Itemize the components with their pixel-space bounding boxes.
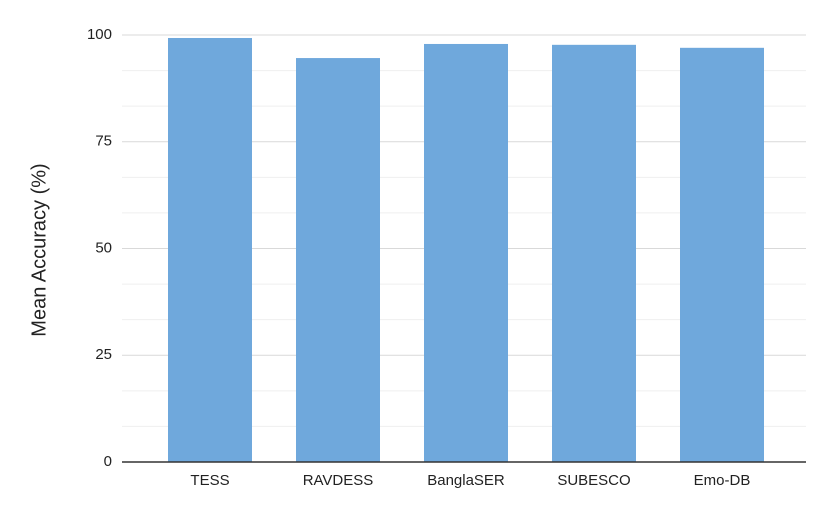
y-tick-label: 50	[95, 239, 112, 256]
x-tick-label: Emo-DB	[694, 472, 751, 489]
y-axis-label: Mean Accuracy (%)	[28, 163, 50, 336]
bar	[168, 37, 252, 462]
y-tick-label: 25	[95, 346, 112, 363]
y-tick-label: 0	[104, 453, 112, 470]
bar	[552, 44, 636, 463]
x-tick-label: SUBESCO	[557, 472, 630, 489]
x-tick-label: TESS	[190, 472, 229, 489]
bar	[296, 58, 380, 463]
x-tick-label: RAVDESS	[303, 472, 374, 489]
x-tick-label: BanglaSER	[427, 472, 505, 489]
bar	[424, 43, 508, 462]
y-tick-label: 100	[87, 26, 112, 43]
bar	[680, 47, 764, 463]
y-tick-label: 75	[95, 133, 112, 150]
